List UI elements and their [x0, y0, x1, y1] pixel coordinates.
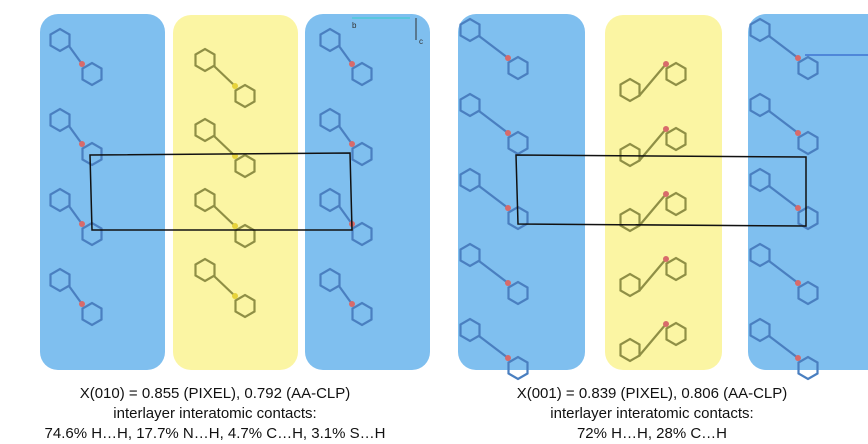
- layer-band: [748, 14, 868, 370]
- atom: [505, 280, 511, 286]
- layer-band: [173, 15, 298, 370]
- atom: [505, 55, 511, 61]
- atom: [795, 205, 801, 211]
- layer-band: [458, 14, 585, 370]
- caption: interlayer interatomic contacts:: [550, 405, 753, 422]
- atom: [795, 355, 801, 361]
- right-panel: X(001) = 0.839 (PIXEL), 0.806 (AA-CLP) i…: [458, 14, 868, 442]
- atom: [795, 55, 801, 61]
- caption: interlayer interatomic contacts:: [113, 405, 316, 422]
- atom: [795, 130, 801, 136]
- atom: [795, 280, 801, 286]
- atom: [349, 141, 355, 147]
- left-panel: b c X(010) = 0.855 (PIXEL), 0.792 (AA-CL…: [40, 14, 430, 442]
- atom: [79, 141, 85, 147]
- atom: [663, 61, 669, 67]
- atom: [79, 61, 85, 67]
- axis-label: c: [419, 37, 423, 46]
- caption: X(010) = 0.855 (PIXEL), 0.792 (AA-CLP): [80, 385, 351, 402]
- atom: [232, 293, 238, 299]
- atom: [79, 221, 85, 227]
- atom: [349, 61, 355, 67]
- caption: 74.6% H…H, 17.7% N…H, 4.7% C…H, 3.1% S…H: [45, 425, 386, 442]
- atom: [232, 223, 238, 229]
- figure: b c X(010) = 0.855 (PIXEL), 0.792 (AA-CL…: [0, 0, 868, 444]
- atom: [663, 191, 669, 197]
- atom: [505, 355, 511, 361]
- atom: [505, 130, 511, 136]
- atom: [232, 83, 238, 89]
- axis-label: b: [352, 21, 357, 30]
- atom: [349, 301, 355, 307]
- atom: [663, 126, 669, 132]
- caption: X(001) = 0.839 (PIXEL), 0.806 (AA-CLP): [517, 385, 788, 402]
- atom: [79, 301, 85, 307]
- atom: [663, 256, 669, 262]
- caption: 72% H…H, 28% C…H: [577, 425, 727, 442]
- atom: [505, 205, 511, 211]
- atom: [663, 321, 669, 327]
